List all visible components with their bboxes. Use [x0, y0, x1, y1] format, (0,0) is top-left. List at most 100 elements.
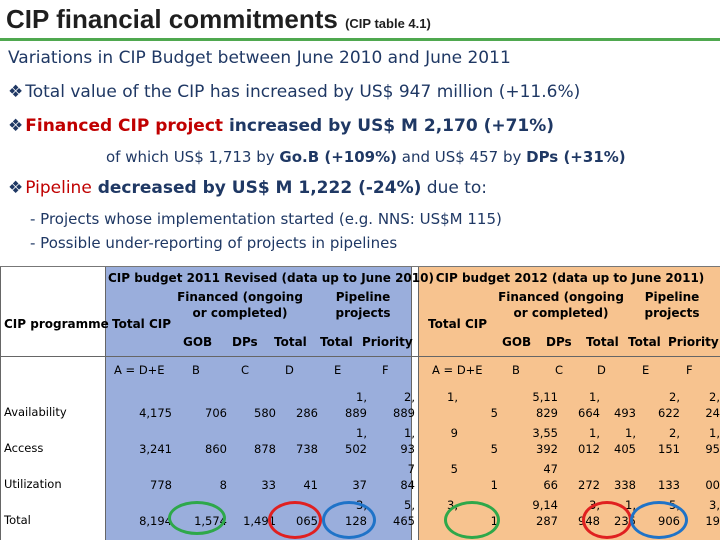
- table-cell: 00: [705, 478, 720, 492]
- letter-a-2011: A = D+E: [114, 363, 165, 377]
- table-cell: 7 84: [400, 462, 415, 492]
- header-total2-2011: Total: [320, 335, 353, 349]
- header-total2-2012: Total: [628, 335, 661, 349]
- bullet-financed-label: Financed CIP project: [25, 116, 224, 136]
- table-cell: 5, 465: [393, 498, 415, 528]
- table-cell: 3, 19: [705, 498, 720, 528]
- highlight-ring-red-2012: [582, 501, 632, 539]
- header-2011: CIP budget 2011 Revised (data up to June…: [108, 271, 434, 285]
- highlight-ring-green-2012: [444, 501, 500, 539]
- detail-text-c: and US$ 457 by: [396, 148, 527, 166]
- bullet-financed-detail: of which US$ 1,713 by Go.B (+109%) and U…: [106, 148, 626, 166]
- table-cell: 1,491: [243, 514, 276, 528]
- header-financed-2012: Financed (ongoing or completed): [498, 290, 624, 320]
- diamond-bullet-icon: ❖: [8, 116, 24, 136]
- table-cell: 2, 24: [705, 390, 720, 420]
- header-total-cip-2012: Total CIP: [428, 317, 488, 331]
- header-priority-2012: Priority: [668, 335, 719, 349]
- letter-d-2012: D: [597, 363, 606, 377]
- table-cell: 286: [296, 406, 318, 420]
- letter-c-2011: C: [241, 363, 250, 377]
- letter-e-2011: E: [334, 363, 342, 377]
- header-2012: CIP budget 2012 (data up to June 2011): [435, 271, 705, 285]
- table-cell: 5: [490, 442, 498, 456]
- table-cell: 738: [296, 442, 318, 456]
- table-cell: 860: [205, 442, 227, 456]
- bg-2011: [105, 267, 411, 540]
- table-cell: 33: [261, 478, 276, 492]
- header-gob-2011: GOB: [183, 335, 213, 349]
- letter-b-2011: B: [192, 363, 200, 377]
- diamond-bullet-icon: ❖: [8, 82, 24, 102]
- bullet-financed: ❖ Financed CIP project increased by US$ M…: [8, 116, 554, 136]
- title-divider: [0, 38, 720, 41]
- row-label-access: Access: [4, 441, 44, 455]
- bullet-pipeline-label: Pipeline: [25, 178, 92, 198]
- header-total-2011: Total: [274, 335, 307, 349]
- diamond-bullet-icon: ❖: [8, 178, 24, 198]
- highlight-ring-blue: [322, 501, 376, 539]
- header-gob-2012: GOB: [502, 335, 532, 349]
- sub-bullet-implementation: - Projects whose implementation started …: [30, 210, 502, 228]
- letter-a-2012: A = D+E: [432, 363, 483, 377]
- table-cell: 133: [658, 478, 680, 492]
- table-cell: 272: [578, 478, 600, 492]
- table-cell: 778: [150, 478, 172, 492]
- table-cell: 1, 502: [345, 426, 367, 456]
- table-cell: 1, 664: [578, 390, 600, 420]
- page-title: CIP financial commitments (CIP table 4.1…: [6, 4, 431, 35]
- cip-table: CIP budget 2011 Revised (data up to June…: [0, 266, 720, 540]
- table-cell: 580: [254, 406, 276, 420]
- table-cell: 338: [614, 478, 636, 492]
- table-cell: 1, 95: [705, 426, 720, 456]
- row-label-availability: Availability: [4, 405, 67, 419]
- table-cell: 41: [303, 478, 318, 492]
- table-cell: 493: [614, 406, 636, 420]
- detail-gob: Go.B (+109%): [279, 148, 397, 166]
- table-cell: 9: [450, 426, 458, 440]
- header-pipeline-2011: Pipeline projects: [335, 290, 391, 320]
- table-cell: 4,175: [139, 406, 172, 420]
- bg-2012: [418, 267, 720, 540]
- bullet-total-label: Total value of the CIP: [25, 82, 205, 102]
- bullet-total-text: has increased by US$ 947 million (+11.6%…: [204, 82, 581, 102]
- table-cell: 1, 012: [578, 426, 600, 456]
- table-cell: 706: [205, 406, 227, 420]
- header-dps-2011: DPs: [232, 335, 258, 349]
- bullet-intro: Variations in CIP Budget between June 20…: [8, 48, 511, 68]
- table-cell: 9,14 287: [532, 498, 558, 528]
- grid-line: [411, 267, 412, 540]
- header-pipeline-2012: Pipeline projects: [644, 290, 700, 320]
- bullet-pipeline-due: due to:: [421, 178, 488, 198]
- grid-line: [0, 356, 720, 357]
- letter-b-2012: B: [512, 363, 520, 377]
- letter-d-2011: D: [285, 363, 294, 377]
- table-cell: 8: [219, 478, 227, 492]
- letter-e-2012: E: [642, 363, 650, 377]
- header-programme: CIP programme: [4, 317, 109, 331]
- table-cell: 1: [490, 478, 498, 492]
- table-cell: 878: [254, 442, 276, 456]
- header-total-2012: Total: [586, 335, 619, 349]
- letter-f-2012: F: [686, 363, 693, 377]
- title-sub-text: (CIP table 4.1): [345, 16, 431, 31]
- row-label-total: Total: [4, 513, 31, 527]
- bullet-pipeline: ❖ Pipeline decreased by US$ M 1,222 (-24%…: [8, 178, 487, 198]
- letter-f-2011: F: [382, 363, 389, 377]
- highlight-ring-green: [168, 501, 226, 535]
- header-total-cip-2011: Total CIP: [112, 317, 172, 331]
- bullet-financed-text: increased by US$ M 2,170 (+71%): [223, 116, 555, 136]
- table-cell: 5: [450, 462, 458, 476]
- table-cell: 5: [490, 406, 498, 420]
- detail-text-a: of which US$ 1,713 by: [106, 148, 280, 166]
- bullet-total-cip: ❖ Total value of the CIP has increased by…: [8, 82, 580, 102]
- table-cell: 5,11 829: [532, 390, 558, 420]
- grid-line: [105, 267, 106, 540]
- sub-bullet-under-reporting: - Possible under-reporting of projects i…: [30, 234, 398, 252]
- table-cell: 8,194: [139, 514, 172, 528]
- table-cell: 1, 889: [345, 390, 367, 420]
- grid-line: [0, 267, 1, 540]
- title-bar: CIP financial commitments (CIP table 4.1…: [0, 0, 720, 41]
- bullet-pipeline-text: decreased by US$ M 1,222 (-24%): [91, 178, 422, 198]
- table-cell: 3,55 392: [532, 426, 558, 456]
